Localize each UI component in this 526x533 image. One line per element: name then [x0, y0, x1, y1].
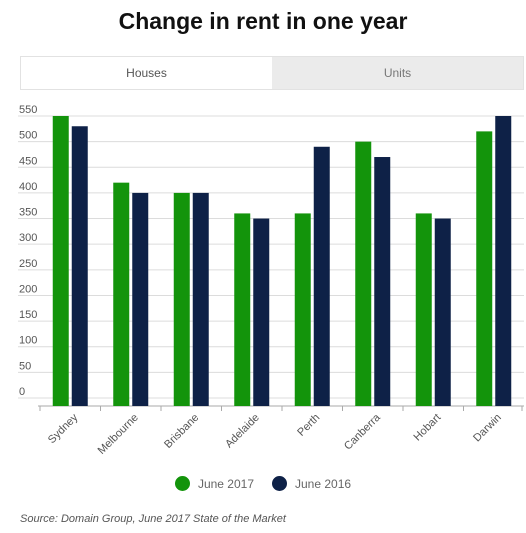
x-tick-label: Darwin — [471, 412, 504, 445]
tab-houses[interactable]: Houses — [21, 57, 272, 89]
bar — [374, 157, 391, 406]
bar — [113, 182, 130, 406]
bar — [71, 126, 88, 406]
y-tick-label: 0 — [19, 386, 25, 398]
chart-legend: June 2017 June 2016 — [0, 476, 526, 491]
legend-swatch-june-2017 — [174, 476, 190, 491]
y-tick-label: 300 — [19, 232, 37, 244]
legend-item-june-2016[interactable]: June 2016 — [272, 476, 351, 491]
y-tick-label: 100 — [19, 335, 37, 347]
bar — [476, 131, 493, 406]
y-tick-label: 550 — [19, 104, 37, 116]
chart-title: Change in rent in one year — [118, 8, 408, 34]
y-tick-label: 50 — [19, 360, 31, 372]
x-tick-label: Brisbane — [162, 412, 201, 451]
bar — [294, 213, 311, 406]
x-tick-label: Sydney — [46, 411, 81, 446]
legend-swatch-june-2016 — [272, 476, 287, 491]
y-tick-label: 400 — [19, 181, 37, 193]
y-tick-label: 500 — [19, 130, 37, 142]
y-tick-label: 350 — [19, 207, 37, 219]
x-tick-label: Adelaide — [223, 412, 262, 451]
legend-label-june-2017: June 2017 — [197, 476, 254, 491]
tab-units[interactable]: Units — [272, 57, 523, 89]
x-tick-label: Melbourne — [96, 412, 141, 457]
bar — [434, 218, 451, 406]
bar — [415, 213, 432, 406]
legend-label-june-2016: June 2016 — [295, 476, 352, 491]
x-tick-label: Hobart — [412, 412, 444, 444]
tab-bar: Houses Units — [20, 56, 524, 90]
bar — [313, 146, 330, 406]
y-tick-label: 250 — [19, 258, 37, 270]
bar — [192, 192, 209, 406]
bar — [132, 192, 149, 406]
bar — [495, 116, 512, 406]
bar — [52, 116, 69, 406]
bar-chart-svg: 0 50 100 150 200 250 300 350 400 450 500 550 Sydney M… — [18, 104, 524, 457]
source-note: Source: Domain Group, June 2017 State of… — [20, 513, 286, 525]
x-tick-label: Canberra — [342, 411, 384, 453]
y-tick-label: 150 — [19, 309, 37, 321]
bar — [253, 218, 270, 406]
y-tick-label: 450 — [19, 155, 37, 167]
legend-item-june-2017[interactable]: June 2017 — [174, 476, 254, 491]
x-tick-label: Perth — [295, 412, 322, 439]
bar-chart: 0 50 100 150 200 250 300 350 400 450 500 550 Sydney M… — [0, 100, 526, 470]
bar — [173, 192, 190, 406]
bar — [355, 141, 372, 407]
bar — [234, 213, 251, 406]
y-tick-label: 200 — [19, 283, 37, 295]
